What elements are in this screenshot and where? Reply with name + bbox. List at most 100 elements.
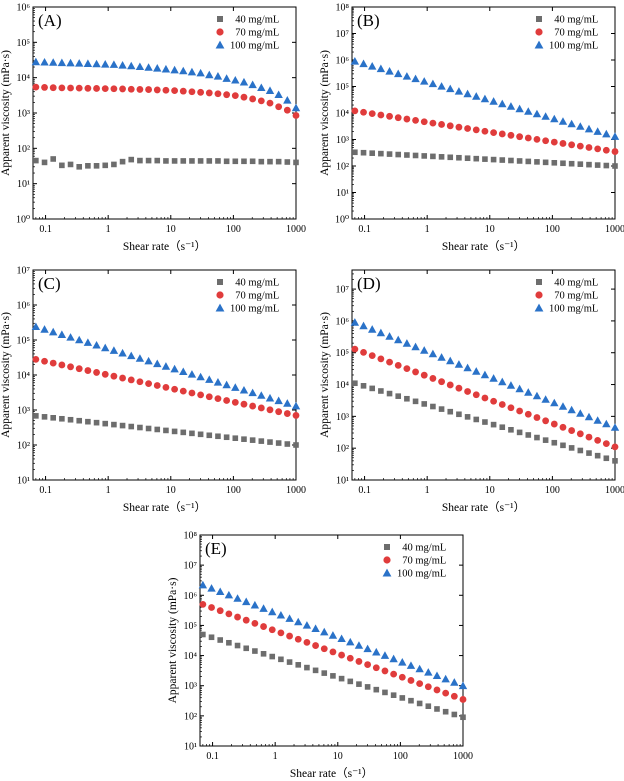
data-point [283, 410, 291, 417]
data-point [472, 92, 481, 100]
chart-panel-1: 10⁰ 10¹ 10² 10³ 10⁴ 10⁵ 10⁶ 0.1 1 10 100 1000 Shear … [0, 3, 306, 254]
data-point [234, 613, 241, 621]
data-point [437, 353, 446, 361]
data-point [32, 355, 40, 363]
data-point [412, 398, 419, 405]
data-point [481, 394, 489, 402]
data-point [568, 160, 575, 167]
data-point [188, 389, 196, 397]
data-point [67, 416, 74, 423]
chart-panel-4: 10¹ 10² 10³ 10⁴ 10⁵ 10⁶ 10⁷ 0.1 1 10 100 1000 Shear … [319, 269, 624, 514]
x-tick-label: 1000 [605, 485, 624, 496]
data-point [455, 123, 463, 131]
series-100-mg-ml [31, 322, 301, 410]
data-point [49, 359, 57, 367]
data-point [145, 425, 152, 432]
data-point [92, 59, 101, 68]
data-point [507, 404, 515, 412]
data-point [189, 158, 195, 164]
data-point [559, 423, 567, 431]
data-point [524, 388, 533, 396]
data-point [534, 434, 540, 441]
data-point [241, 158, 247, 165]
y-tick-label: 10⁷ [17, 266, 31, 277]
data-point [395, 393, 402, 399]
series-70-mg-ml [199, 600, 467, 703]
y-axis-title: Apparent viscosity (mPa·s) [0, 50, 12, 176]
data-point [198, 580, 208, 589]
data-point [420, 346, 429, 354]
data-point [205, 375, 214, 383]
data-point [58, 84, 66, 92]
data-point [330, 673, 336, 679]
data-point [360, 383, 367, 389]
data-point [239, 77, 249, 86]
data-point [377, 355, 385, 363]
data-point [162, 383, 170, 391]
legend: 40 mg/mL 70 mg/mL 100 mg/mL [534, 278, 598, 315]
data-point [412, 152, 419, 159]
data-point [200, 631, 206, 638]
x-tick-label: 100 [226, 485, 241, 496]
plot-frame [32, 6, 297, 220]
data-point [215, 158, 221, 164]
legend-marker [534, 303, 544, 312]
x-axis-title: Shear rate（s⁻¹） [442, 501, 525, 514]
data-point [127, 376, 135, 384]
data-point [75, 84, 83, 92]
data-point [602, 419, 611, 428]
data-point [438, 378, 445, 386]
data-point [206, 158, 213, 164]
data-point [92, 341, 101, 349]
data-point [385, 67, 394, 75]
y-tick-label: 10⁵ [184, 621, 198, 632]
data-point [386, 151, 393, 157]
data-point [524, 107, 533, 115]
data-point [386, 112, 393, 120]
data-point [171, 428, 178, 435]
data-point [373, 686, 380, 693]
data-point [33, 413, 39, 419]
data-point [217, 637, 224, 643]
data-point [266, 99, 274, 107]
data-point [360, 108, 367, 116]
y-tick-label: 10⁷ [184, 561, 198, 572]
y-tick-label: 10³ [184, 681, 197, 692]
data-point [258, 158, 265, 165]
data-point [101, 370, 109, 378]
y-tick-label: 10³ [336, 135, 349, 146]
data-point [567, 119, 576, 128]
data-point [351, 107, 359, 115]
data-point [412, 116, 419, 124]
data-point [394, 335, 403, 344]
legend-marker [215, 40, 225, 49]
data-point [197, 88, 205, 96]
data-point [359, 321, 368, 330]
data-point [360, 149, 367, 156]
data-point [232, 158, 239, 165]
data-point [407, 677, 415, 684]
data-point [259, 604, 268, 612]
data-point [404, 395, 410, 402]
series-70-mg-ml [351, 107, 619, 155]
data-point [585, 433, 593, 441]
data-point [153, 64, 162, 72]
y-tick-label: 10⁴ [336, 109, 350, 120]
data-point [274, 90, 283, 99]
x-tick-label: 0.1 [39, 224, 52, 235]
data-point [145, 86, 152, 93]
chart-panel-3: 10¹ 10² 10³ 10⁴ 10⁵ 10⁶ 10⁷ 0.1 1 10 100 1000 Shear … [0, 266, 306, 515]
legend: 40 mg/mL 70 mg/mL 100 mg/mL [534, 15, 598, 52]
data-point [472, 126, 480, 134]
data-point [243, 645, 250, 652]
x-tick-label: 1000 [286, 224, 306, 235]
data-point [446, 381, 454, 389]
data-point [171, 158, 178, 164]
data-point [275, 408, 283, 416]
y-tick-label: 10⁵ [17, 38, 31, 49]
data-point [161, 64, 171, 73]
data-point [215, 433, 221, 440]
data-point [558, 117, 568, 125]
data-point [111, 421, 117, 428]
data-point [163, 427, 169, 434]
